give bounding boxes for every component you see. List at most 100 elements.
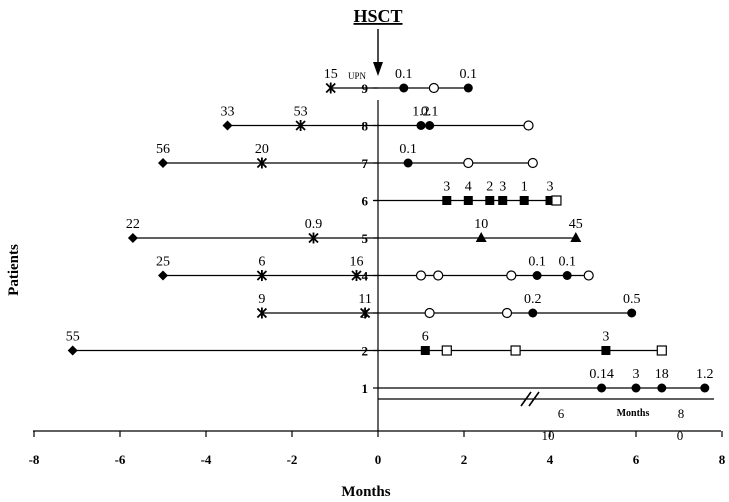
marker-filled-circle bbox=[528, 308, 538, 318]
marker-value-label: 1.2 bbox=[696, 367, 714, 382]
patient-row-9: 15 0.1 0.1 bbox=[324, 67, 477, 94]
marker-filled-circle bbox=[562, 271, 572, 280]
marker-value-label: 15 bbox=[324, 67, 338, 82]
marker-value-label: 56 bbox=[156, 142, 170, 157]
marker-diamond bbox=[158, 270, 168, 281]
x-tick-label: 4 bbox=[547, 452, 554, 467]
marker-filled-square bbox=[498, 196, 508, 205]
marker-value-label: 55 bbox=[66, 330, 80, 345]
patient-row-8: 33 53 1.20.1 bbox=[221, 105, 534, 131]
marker-value-label: 53 bbox=[294, 105, 308, 120]
marker-open-circle bbox=[523, 120, 534, 131]
marker-value-label: 0.2 bbox=[524, 292, 542, 307]
marker-filled-square bbox=[601, 346, 611, 355]
marker-asterisk bbox=[295, 120, 306, 131]
marker-value-label: 4 bbox=[465, 180, 472, 195]
marker-filled-circle bbox=[627, 308, 637, 318]
x-tick-label: -8 bbox=[29, 452, 40, 467]
marker-value-label: 3 bbox=[443, 180, 450, 195]
patient-row-4: 25 6 16 0.1 0.1 bbox=[156, 255, 594, 281]
marker-filled-square bbox=[420, 346, 430, 355]
marker-value-label: 33 bbox=[221, 105, 235, 120]
marker-triangle bbox=[475, 232, 487, 242]
marker-asterisk bbox=[359, 307, 371, 319]
marker-value-label: 1.2 bbox=[412, 105, 430, 120]
x-tick-label: -4 bbox=[201, 452, 212, 467]
axes bbox=[33, 100, 721, 432]
marker-open-square bbox=[551, 195, 562, 206]
marker-triangle bbox=[570, 232, 582, 242]
chart-title: HSCT bbox=[353, 6, 402, 26]
marker-value-label: 20 bbox=[255, 142, 269, 157]
marker-open-circle bbox=[463, 157, 474, 169]
x-axis-title: Months bbox=[341, 484, 390, 500]
marker-diamond bbox=[158, 158, 168, 168]
inset-axis-tick-label: 6 bbox=[558, 406, 565, 421]
marker-diamond bbox=[67, 345, 78, 356]
marker-value-label: 3 bbox=[633, 367, 640, 382]
hsct-arrow bbox=[373, 29, 383, 76]
x-tick-label: 8 bbox=[719, 452, 726, 467]
y-axis-title: Patients bbox=[6, 244, 22, 296]
marker-open-circle bbox=[583, 270, 594, 281]
marker-filled-circle bbox=[700, 383, 710, 393]
patient1-inset-axis: 6 8 10 0 Months bbox=[378, 391, 714, 443]
marker-value-label: 25 bbox=[156, 255, 170, 270]
marker-open-circle bbox=[415, 270, 427, 281]
marker-asterisk bbox=[256, 270, 268, 281]
marker-value-label: 45 bbox=[569, 217, 583, 232]
marker-value-label: 0.1 bbox=[421, 105, 439, 120]
marker-filled-circle bbox=[463, 83, 473, 93]
x-tick-label: 2 bbox=[461, 452, 468, 467]
inset-axis-title: Months bbox=[617, 408, 650, 419]
marker-open-circle bbox=[501, 307, 513, 319]
marker-value-label: 2 bbox=[486, 180, 493, 195]
inset-axis-tick-label: 0 bbox=[677, 428, 684, 443]
marker-asterisk bbox=[308, 232, 319, 244]
y-tick-label: 6 bbox=[362, 194, 369, 209]
y-tick-label: 1 bbox=[362, 381, 369, 396]
marker-value-label: 3 bbox=[499, 180, 506, 195]
patient-row-7: 56 20 0.1 bbox=[156, 142, 538, 169]
patient-row-3: 9 11 0.2 0.5 bbox=[256, 292, 641, 319]
x-tick-label: 6 bbox=[633, 452, 640, 467]
inset-axis-tick-label: 8 bbox=[678, 406, 685, 421]
marker-value-label: 0.5 bbox=[623, 292, 641, 307]
marker-filled-square bbox=[545, 196, 555, 205]
marker-asterisk bbox=[256, 157, 268, 169]
marker-value-label: 18 bbox=[655, 367, 669, 382]
marker-value-label: 0.1 bbox=[395, 67, 413, 82]
marker-filled-square bbox=[485, 196, 495, 205]
marker-value-label: 0.1 bbox=[460, 67, 478, 82]
marker-value-label: 0.1 bbox=[528, 255, 546, 270]
marker-value-label: 0.9 bbox=[305, 217, 323, 232]
patient-rows: 15 0.1 0.133 53 1.20.156 20 0.13 4 2 3 1 322 0.9 10 45… bbox=[66, 67, 714, 393]
marker-open-circle bbox=[433, 270, 444, 281]
upn-label: UPN bbox=[348, 71, 367, 81]
marker-value-label: 3 bbox=[602, 330, 609, 345]
marker-value-label: 16 bbox=[350, 255, 364, 270]
marker-value-label: 10 bbox=[474, 217, 488, 232]
marker-value-label: 22 bbox=[126, 217, 140, 232]
marker-filled-circle bbox=[425, 121, 435, 130]
marker-value-label: 0.1 bbox=[399, 142, 417, 157]
marker-value-label: 9 bbox=[258, 292, 265, 307]
marker-open-circle bbox=[527, 157, 538, 169]
marker-value-label: 11 bbox=[358, 292, 371, 307]
marker-filled-square bbox=[463, 196, 473, 205]
axis-break-mark bbox=[520, 391, 540, 407]
marker-diamond bbox=[222, 120, 233, 131]
marker-filled-circle bbox=[631, 383, 641, 393]
marker-diamond bbox=[127, 233, 138, 243]
marker-value-label: 0.14 bbox=[589, 367, 614, 382]
marker-filled-circle bbox=[403, 158, 413, 168]
marker-asterisk bbox=[351, 270, 362, 281]
marker-value-label: 3 bbox=[547, 180, 554, 195]
marker-open-circle bbox=[424, 307, 435, 319]
marker-open-circle bbox=[428, 82, 439, 94]
marker-filled-circle bbox=[597, 383, 607, 393]
marker-asterisk bbox=[325, 82, 336, 94]
marker-open-square bbox=[441, 345, 452, 356]
